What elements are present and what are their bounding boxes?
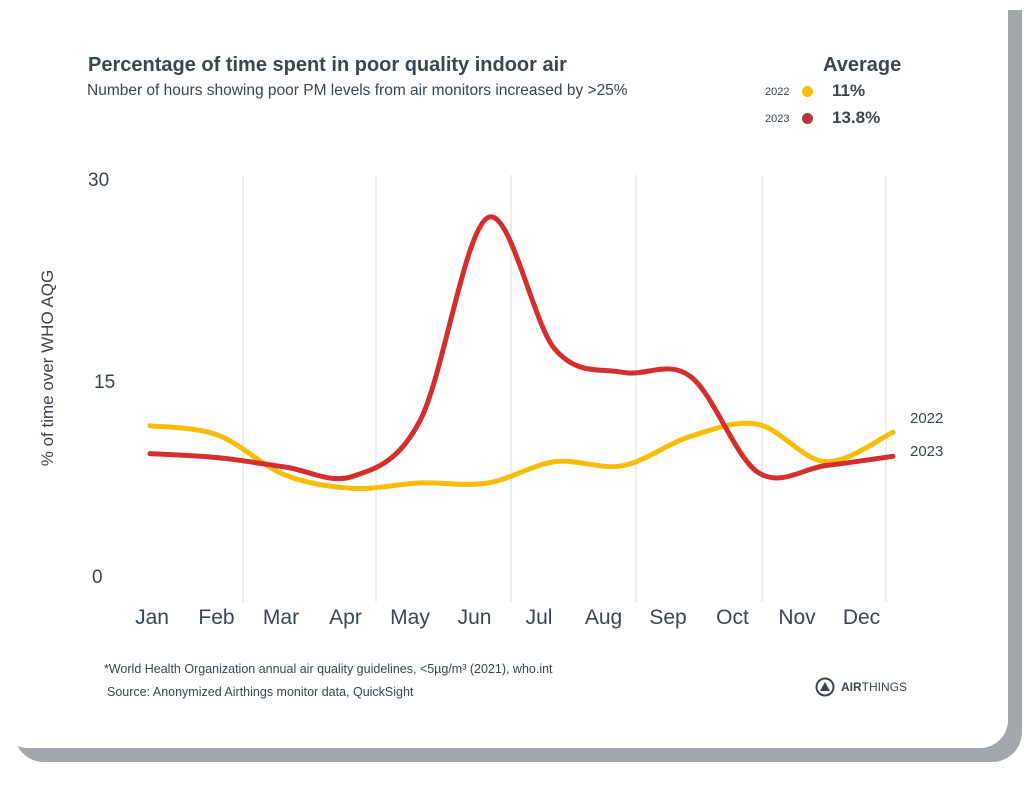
y-tick-15: 15 bbox=[94, 372, 116, 393]
x-tick-jun: Jun bbox=[457, 606, 492, 629]
x-tick-sep: Sep bbox=[649, 606, 687, 629]
x-tick-oct: Oct bbox=[716, 606, 749, 629]
series-label-2022: 2022 bbox=[910, 410, 944, 427]
x-tick-feb: Feb bbox=[198, 606, 235, 629]
y-tick-30: 30 bbox=[88, 170, 110, 191]
x-tick-jul: Jul bbox=[525, 606, 553, 629]
x-tick-nov: Nov bbox=[778, 606, 816, 629]
footnote-source: Source: Anonymized Airthings monitor dat… bbox=[107, 685, 414, 699]
y-tick-0: 0 bbox=[92, 567, 103, 588]
chart-card bbox=[0, 0, 1008, 748]
series-line-2022 bbox=[147, 420, 896, 492]
x-tick-may: May bbox=[390, 606, 430, 629]
chart-title: Percentage of time spent in poor quality… bbox=[88, 54, 567, 76]
legend-dot-2022 bbox=[802, 86, 813, 97]
legend-dot-2023 bbox=[802, 113, 813, 124]
chart-subtitle: Number of hours showing poor PM levels f… bbox=[87, 82, 628, 99]
legend-year-2023: 2023 bbox=[765, 113, 790, 125]
airthings-logo-icon bbox=[815, 677, 835, 697]
legend-year-2022: 2022 bbox=[765, 86, 790, 98]
series-line-2023 bbox=[147, 214, 896, 482]
x-tick-apr: Apr bbox=[329, 606, 362, 629]
x-tick-dec: Dec bbox=[842, 606, 881, 629]
footnote-who: *World Health Organization annual air qu… bbox=[104, 662, 553, 676]
x-tick-aug: Aug bbox=[584, 606, 623, 629]
legend-title: Average bbox=[823, 54, 902, 76]
series-label-2023: 2023 bbox=[910, 443, 944, 460]
legend-value-2022: 11% bbox=[832, 81, 866, 100]
logo-text-light: THINGS bbox=[861, 680, 908, 694]
airthings-logo: AIRTHINGS bbox=[815, 677, 907, 697]
x-tick-mar: Mar bbox=[262, 606, 300, 629]
legend-value-2023: 13.8% bbox=[832, 108, 881, 127]
x-tick-jan: Jan bbox=[135, 606, 169, 629]
logo-text-bold: AIR bbox=[841, 680, 862, 694]
